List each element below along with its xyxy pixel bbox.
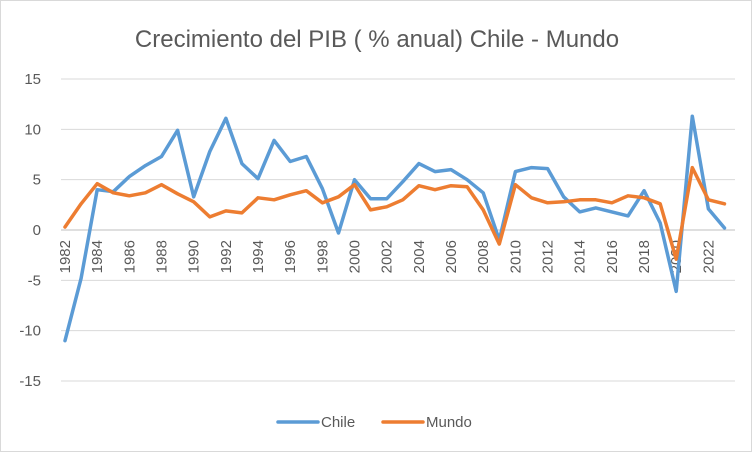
- x-tick-label: 2016: [604, 240, 621, 273]
- legend: Chile Mundo: [276, 414, 472, 431]
- x-tick-label: 1990: [186, 240, 203, 273]
- x-tick-label: 2018: [636, 240, 653, 273]
- x-tick-label: 1998: [314, 240, 331, 273]
- x-tick-label: 2000: [347, 240, 364, 273]
- x-axis-ticks: 1982 1984 1986 1988 1990 1992 1994 1996 1998 2000…: [57, 240, 717, 273]
- y-tick-label: 10: [24, 121, 41, 138]
- y-tick-label: -10: [19, 323, 41, 340]
- series-lines: [63, 114, 727, 343]
- x-tick-label: 2022: [700, 240, 717, 273]
- x-tick-label: 2010: [507, 240, 524, 273]
- x-tick-label: 1992: [218, 240, 235, 273]
- x-tick-label: 2006: [443, 240, 460, 273]
- x-tick-label: 2014: [572, 240, 589, 273]
- legend-label-mundo: Mundo: [426, 414, 472, 431]
- y-axis-ticks: 15 10 5 0 -5 -10 -15: [19, 71, 41, 390]
- chart-title: Crecimiento del PIB ( % anual) Chile - M…: [135, 26, 619, 53]
- x-tick-label: 2012: [540, 240, 557, 273]
- series-line-mundo: [63, 165, 727, 261]
- x-tick-label: 1982: [57, 240, 74, 273]
- x-tick-label: 1986: [121, 240, 138, 273]
- gridlines: [61, 78, 735, 382]
- y-tick-label: 0: [33, 222, 41, 239]
- x-tick-label: 2004: [411, 240, 428, 273]
- y-tick-label: 5: [33, 172, 41, 189]
- series-line-chile: [63, 114, 727, 343]
- x-tick-label: 1994: [250, 240, 267, 273]
- x-tick-label: 1984: [89, 240, 106, 273]
- x-tick-label: 1988: [154, 240, 171, 273]
- x-tick-label: 2002: [379, 240, 396, 273]
- x-tick-label: 2008: [475, 240, 492, 273]
- x-tick-label: 1996: [282, 240, 299, 273]
- y-tick-label: -15: [19, 373, 41, 390]
- legend-label-chile: Chile: [321, 414, 355, 431]
- y-tick-label: -5: [28, 272, 41, 289]
- y-tick-label: 15: [24, 71, 41, 88]
